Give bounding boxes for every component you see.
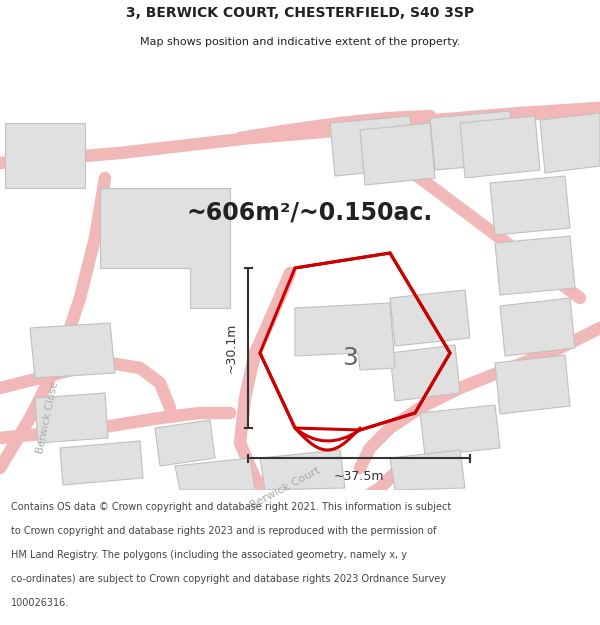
Polygon shape — [495, 355, 570, 414]
Polygon shape — [420, 405, 500, 456]
Polygon shape — [495, 236, 575, 295]
Text: ~606m²/~0.150ac.: ~606m²/~0.150ac. — [187, 201, 433, 225]
Polygon shape — [30, 323, 115, 378]
Polygon shape — [295, 303, 395, 370]
Polygon shape — [490, 176, 570, 235]
Polygon shape — [35, 393, 108, 443]
Text: HM Land Registry. The polygons (including the associated geometry, namely x, y: HM Land Registry. The polygons (includin… — [11, 550, 407, 560]
Polygon shape — [155, 420, 215, 466]
Text: Contains OS data © Crown copyright and database right 2021. This information is : Contains OS data © Crown copyright and d… — [11, 502, 451, 512]
Text: 100026316.: 100026316. — [11, 598, 69, 608]
Polygon shape — [60, 441, 143, 485]
Polygon shape — [460, 116, 540, 178]
Polygon shape — [390, 345, 460, 401]
Text: to Crown copyright and database rights 2023 and is reproduced with the permissio: to Crown copyright and database rights 2… — [11, 526, 436, 536]
Polygon shape — [390, 290, 470, 346]
Text: 3, BERWICK COURT, CHESTERFIELD, S40 3SP: 3, BERWICK COURT, CHESTERFIELD, S40 3SP — [126, 6, 474, 20]
Polygon shape — [260, 450, 345, 490]
Polygon shape — [330, 116, 415, 176]
Polygon shape — [360, 123, 435, 185]
Polygon shape — [430, 111, 515, 170]
Text: Map shows position and indicative extent of the property.: Map shows position and indicative extent… — [140, 37, 460, 47]
Polygon shape — [500, 298, 575, 356]
Polygon shape — [175, 458, 255, 490]
Polygon shape — [390, 450, 465, 490]
Polygon shape — [100, 188, 230, 308]
Text: co-ordinates) are subject to Crown copyright and database rights 2023 Ordnance S: co-ordinates) are subject to Crown copyr… — [11, 574, 446, 584]
Text: 3: 3 — [342, 346, 358, 370]
Text: ~30.1m: ~30.1m — [225, 322, 238, 373]
Text: ~37.5m: ~37.5m — [334, 470, 384, 483]
Text: Berwick Court: Berwick Court — [248, 465, 322, 511]
Polygon shape — [5, 123, 85, 188]
Polygon shape — [540, 113, 600, 173]
Text: Berwick Close: Berwick Close — [35, 381, 61, 455]
